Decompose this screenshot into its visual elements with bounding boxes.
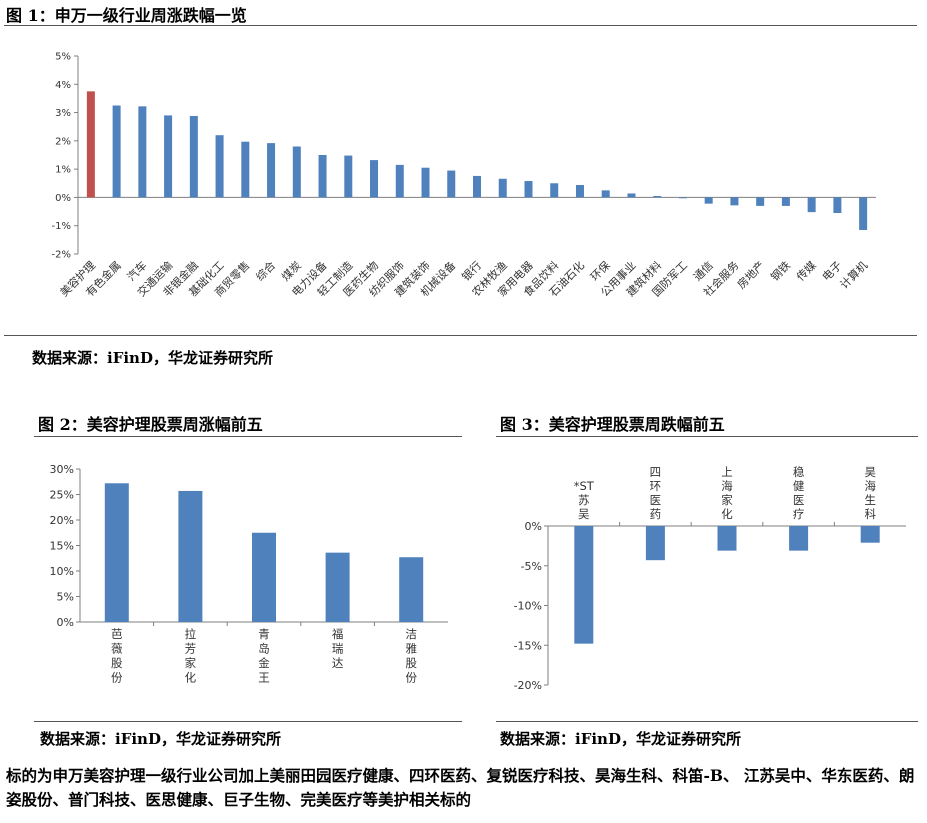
y-tick-label: 5% [55, 52, 71, 63]
y-tick-label: 0% [55, 193, 71, 204]
bar [860, 526, 880, 543]
x-tick-label: 拉芳家化 [185, 627, 197, 685]
x-tick-label: 稳健医疗 [793, 465, 805, 521]
bar [189, 115, 198, 198]
figure-3-top-rule [496, 436, 918, 437]
bar [756, 197, 765, 206]
bar [730, 197, 739, 206]
y-tick-label: 5% [57, 591, 74, 604]
y-tick-label: 15% [50, 540, 74, 553]
bar [704, 197, 713, 204]
bar [325, 552, 350, 622]
bar [447, 170, 456, 198]
x-tick-label: 福瑞达 [332, 627, 344, 670]
bar [138, 106, 147, 198]
figure-1-bottom-rule [4, 335, 917, 336]
x-tick-label: 传媒 [794, 259, 819, 284]
figure-1-title: 图 1：申万一级行业周涨跌幅一览 [6, 6, 247, 25]
y-tick-label: 10% [50, 565, 74, 578]
bar [678, 197, 687, 199]
y-tick-label: -5% [521, 560, 542, 573]
x-tick-label: *ST 苏吴 [574, 479, 595, 521]
bar [574, 526, 594, 644]
bar [833, 197, 842, 213]
x-tick-label: 综合 [253, 258, 278, 283]
bar [645, 526, 665, 561]
x-tick-label: 钢铁 [768, 259, 793, 284]
bar [178, 490, 203, 622]
bar [399, 557, 424, 622]
bar [164, 115, 173, 198]
bar [215, 135, 224, 198]
figure-1-source: 数据来源：iFinD，华龙证券研究所 [32, 349, 273, 367]
y-tick-label: 2% [55, 136, 71, 147]
bar [498, 178, 507, 198]
bar [807, 197, 816, 213]
bar [104, 483, 129, 622]
bar [524, 181, 533, 198]
y-tick-label: 1% [55, 165, 71, 176]
x-tick-label: 上海家化 [721, 465, 733, 521]
figure-3-source: 数据来源：iFinD，华龙证券研究所 [500, 730, 741, 748]
bar [318, 155, 327, 198]
y-tick-label: -20% [514, 679, 542, 692]
y-tick-label: 20% [50, 514, 74, 527]
figure-1-top-rule [4, 25, 917, 26]
bar [86, 91, 95, 198]
bar [370, 160, 379, 198]
bar [717, 526, 737, 551]
bar [473, 175, 481, 198]
bar [550, 183, 559, 198]
x-tick-label: 四环医药 [650, 465, 662, 521]
bar [292, 146, 301, 198]
y-tick-label: -10% [514, 600, 542, 613]
x-tick-label: 青岛金王 [258, 627, 270, 685]
bar [241, 141, 250, 198]
top5-losers-chart: 0% -5% -10% -15% -20% *ST 苏吴 四环医药 上海家化 稳健医疗 昊海生科 [514, 465, 906, 692]
bar [789, 526, 809, 551]
x-tick-label: 计算机 [837, 258, 870, 291]
figure-2-bottom-rule [34, 721, 462, 722]
figure-3-title: 图 3：美容护理股票周跌幅前五 [500, 415, 725, 434]
y-tick-label: 0% [525, 520, 542, 533]
y-tick-label: -15% [514, 639, 542, 652]
x-tick-label: 昊海生科 [864, 465, 876, 521]
y-tick-label: 3% [55, 108, 71, 119]
top5-gainers-chart: 30% 25% 20% 15% 10% 5% 0% 芭薇股份 拉芳家化 青岛金王 福瑞达 洁雅股份 [50, 463, 448, 685]
bar [252, 532, 276, 622]
figure-2-top-rule [34, 436, 462, 437]
bar [421, 167, 430, 198]
body-paragraph: 标的为申万美容护理一级行业公司加上美丽田园医疗健康、四环医药、复锐医疗科技、昊海… [6, 766, 915, 809]
bar [575, 184, 584, 198]
bar [627, 193, 636, 198]
figure-2-title: 图 2：美容护理股票周涨幅前五 [38, 415, 263, 434]
y-tick-label: 0% [57, 616, 74, 629]
y-tick-label: 25% [50, 489, 74, 502]
x-tick-label: 洁雅股份 [405, 627, 417, 685]
bar [344, 155, 353, 198]
bar [653, 196, 662, 198]
figure-3-bottom-rule [496, 721, 918, 722]
bar [781, 197, 790, 206]
bar [395, 164, 404, 198]
y-tick-label: -2% [52, 250, 71, 261]
x-tick-label: 房地产 [734, 258, 767, 291]
bar [859, 197, 868, 230]
y-tick-label: 4% [55, 80, 71, 91]
bar [601, 190, 610, 198]
y-tick-label: -1% [52, 221, 71, 232]
figure-2-source: 数据来源：iFinD，华龙证券研究所 [40, 730, 281, 748]
bar [267, 143, 276, 198]
y-tick-label: 30% [50, 463, 74, 476]
bar [112, 105, 121, 198]
x-tick-label: 芭薇股份 [111, 627, 123, 685]
